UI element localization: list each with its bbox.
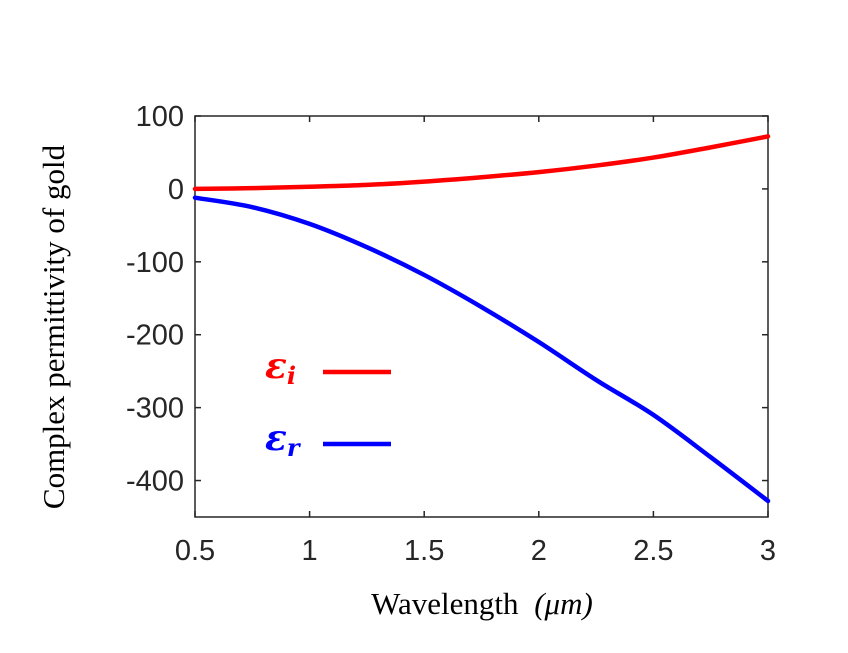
y-tick-label: -100 [126, 247, 184, 279]
y-tick-label: -200 [126, 320, 184, 352]
y-tick-label: 0 [168, 174, 184, 206]
plot-frame [194, 115, 769, 518]
x-tick-label: 2.5 [633, 535, 673, 567]
y-tick-label: -300 [126, 393, 184, 425]
plot-area [194, 115, 769, 518]
legend-symbol: ε [265, 417, 287, 459]
y-axis-title: Complex permittivity of gold [36, 144, 71, 509]
y-axis: 100 0 -100 -200 -300 -400 [126, 101, 768, 498]
x-tick-label: 3 [760, 535, 776, 567]
series-line-i [192, 134, 771, 192]
x-tick-label: 1 [302, 535, 318, 567]
x-tick-label: 1.5 [404, 535, 444, 567]
legend-symbol: ε [265, 345, 287, 387]
x-axis-title-text: Wavelength [371, 586, 519, 621]
series-line-r [192, 195, 771, 504]
x-axis-title-unit: (μm) [534, 586, 593, 621]
y-tick-label: -400 [126, 466, 184, 498]
y-tick-label: 100 [136, 101, 184, 133]
legend-label-i: εi [265, 345, 296, 390]
legend-label-r: εr [265, 417, 302, 462]
x-tick-label: 0.5 [175, 535, 215, 567]
x-axis: 0.5 1 1.5 2 2.5 3 [175, 116, 776, 567]
x-tick-label: 2 [531, 535, 547, 567]
series-lines [192, 134, 771, 504]
legend-subscript: r [287, 433, 302, 462]
x-axis-title: Wavelength (μm) [371, 586, 593, 621]
legend-subscript: i [287, 361, 296, 390]
